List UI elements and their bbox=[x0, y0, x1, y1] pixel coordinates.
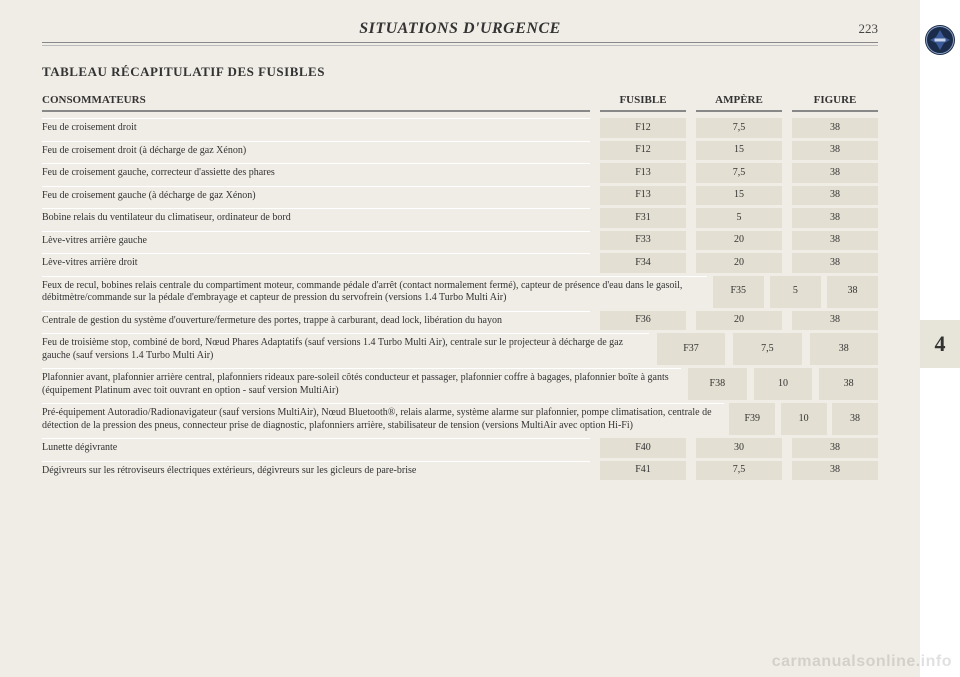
row-fuse: F31 bbox=[600, 208, 686, 228]
row-fig: 38 bbox=[792, 186, 878, 206]
row-desc: Feu de croisement droit bbox=[42, 118, 590, 138]
row-fuse: F34 bbox=[600, 253, 686, 273]
row-amp: 20 bbox=[696, 311, 782, 331]
table-row: Feu de croisement gauche (à décharge de … bbox=[42, 186, 878, 206]
row-fuse: F12 bbox=[600, 118, 686, 138]
table-row: Feu de croisement droit (à décharge de g… bbox=[42, 141, 878, 161]
table-body: Feu de croisement droitF127,538Feu de cr… bbox=[42, 118, 878, 480]
row-fig: 38 bbox=[792, 311, 878, 331]
row-fuse: F13 bbox=[600, 163, 686, 183]
row-desc: Lève-vitres arrière gauche bbox=[42, 231, 590, 251]
manual-page: SITUATIONS D'URGENCE 223 TABLEAU RÉCAPIT… bbox=[0, 0, 920, 677]
row-fig: 38 bbox=[792, 118, 878, 138]
row-fig: 38 bbox=[792, 163, 878, 183]
table-row: Centrale de gestion du système d'ouvertu… bbox=[42, 311, 878, 331]
table-row: Plafonnier avant, plafonnier arrière cen… bbox=[42, 368, 878, 400]
row-desc: Feux de recul, bobines relais centrale d… bbox=[42, 276, 707, 308]
section-title: TABLEAU RÉCAPITULATIF DES FUSIBLES bbox=[42, 64, 878, 80]
table-row: Feu de croisement gauche, correcteur d'a… bbox=[42, 163, 878, 183]
row-fig: 38 bbox=[792, 141, 878, 161]
page-number: 223 bbox=[838, 21, 878, 37]
row-fuse: F38 bbox=[688, 368, 747, 400]
row-fig: 38 bbox=[819, 368, 878, 400]
page-header: SITUATIONS D'URGENCE 223 bbox=[42, 20, 878, 43]
row-amp: 7,5 bbox=[696, 163, 782, 183]
brand-logo-icon bbox=[924, 24, 956, 56]
row-fuse: F36 bbox=[600, 311, 686, 331]
row-amp: 7,5 bbox=[733, 333, 801, 365]
row-desc: Feu de croisement droit (à décharge de g… bbox=[42, 141, 590, 161]
row-fuse: F41 bbox=[600, 461, 686, 481]
row-fig: 38 bbox=[792, 438, 878, 458]
row-fuse: F33 bbox=[600, 231, 686, 251]
header-rule bbox=[42, 45, 878, 46]
table-row: Lunette dégivrante F40 30 38 bbox=[42, 438, 878, 458]
row-desc: Dégivreurs sur les rétroviseurs électriq… bbox=[42, 461, 590, 481]
row-amp: 10 bbox=[781, 403, 827, 435]
row-desc: Feu de troisième stop, combiné de bord, … bbox=[42, 333, 649, 365]
row-amp: 5 bbox=[696, 208, 782, 228]
table-row: Bobine relais du ventilateur du climatis… bbox=[42, 208, 878, 228]
header-title: SITUATIONS D'URGENCE bbox=[82, 20, 838, 38]
row-amp: 7,5 bbox=[696, 118, 782, 138]
row-amp: 30 bbox=[696, 438, 782, 458]
row-fuse: F12 bbox=[600, 141, 686, 161]
row-fig: 38 bbox=[832, 403, 878, 435]
row-fuse: F40 bbox=[600, 438, 686, 458]
row-desc: Feu de croisement gauche (à décharge de … bbox=[42, 186, 590, 206]
row-fuse: F39 bbox=[729, 403, 775, 435]
row-amp: 15 bbox=[696, 186, 782, 206]
col-header-desc: CONSOMMATEURS bbox=[42, 94, 590, 106]
col-header-fuse: FUSIBLE bbox=[600, 94, 686, 106]
row-fig: 38 bbox=[810, 333, 878, 365]
table-row: Dégivreurs sur les rétroviseurs électriq… bbox=[42, 461, 878, 481]
row-fig: 38 bbox=[792, 461, 878, 481]
table-header: CONSOMMATEURS FUSIBLE AMPÈRE FIGURE bbox=[42, 94, 878, 110]
row-amp: 20 bbox=[696, 231, 782, 251]
row-desc: Pré-équipement Autoradio/Radionavigateur… bbox=[42, 403, 724, 435]
table-row: Lève-vitres arrière droit F34 20 38 bbox=[42, 253, 878, 273]
row-fuse: F13 bbox=[600, 186, 686, 206]
watermark: carmanualsonline.info bbox=[772, 653, 952, 671]
right-rail: 4 bbox=[920, 0, 960, 677]
row-fig: 38 bbox=[792, 253, 878, 273]
row-desc: Centrale de gestion du système d'ouvertu… bbox=[42, 311, 590, 331]
table-row: Feu de croisement droit F12 7,5 38 bbox=[42, 118, 878, 138]
table-row: Lève-vitres arrière gauche F33 20 38 bbox=[42, 231, 878, 251]
row-fuse: F37 bbox=[657, 333, 725, 365]
col-header-amp: AMPÈRE bbox=[696, 94, 782, 106]
row-desc: Lunette dégivrante bbox=[42, 438, 590, 458]
row-desc: Lève-vitres arrière droit bbox=[42, 253, 590, 273]
row-fig: 38 bbox=[827, 276, 878, 308]
table-row: Feux de recul, bobines relais centrale d… bbox=[42, 276, 878, 308]
table-header-rule bbox=[42, 110, 878, 112]
row-desc: Plafonnier avant, plafonnier arrière cen… bbox=[42, 368, 681, 400]
row-amp: 7,5 bbox=[696, 461, 782, 481]
table-row: Pré-équipement Autoradio/Radionavigateur… bbox=[42, 403, 878, 435]
row-amp: 10 bbox=[754, 368, 813, 400]
row-desc: Bobine relais du ventilateur du climatis… bbox=[42, 208, 590, 228]
row-fig: 38 bbox=[792, 231, 878, 251]
row-amp: 15 bbox=[696, 141, 782, 161]
table-row: Feu de troisième stop, combiné de bord, … bbox=[42, 333, 878, 365]
row-fig: 38 bbox=[792, 208, 878, 228]
chapter-tab: 4 bbox=[920, 320, 960, 368]
row-amp: 20 bbox=[696, 253, 782, 273]
col-header-fig: FIGURE bbox=[792, 94, 878, 106]
row-amp: 5 bbox=[770, 276, 821, 308]
row-fuse: F35 bbox=[713, 276, 764, 308]
row-desc: Feu de croisement gauche, correcteur d'a… bbox=[42, 163, 590, 183]
